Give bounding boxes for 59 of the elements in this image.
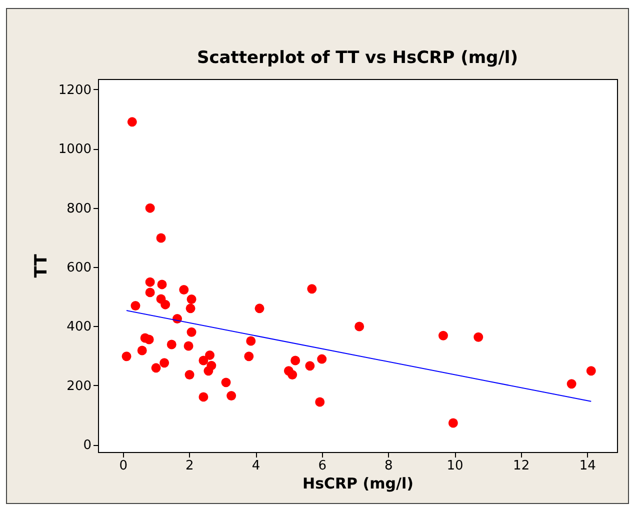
point	[145, 288, 155, 298]
x-tick-label: 10	[446, 458, 464, 474]
point	[198, 392, 208, 402]
point	[307, 284, 317, 294]
point	[122, 352, 132, 362]
point	[221, 378, 231, 388]
y-tick-label: 400	[66, 320, 92, 335]
point	[290, 356, 300, 366]
y-tick-label: 0	[83, 438, 92, 454]
point	[288, 370, 298, 380]
point	[305, 361, 315, 371]
y-tick-label: 200	[66, 378, 92, 394]
point	[586, 366, 596, 376]
point	[204, 366, 214, 376]
point	[354, 322, 364, 332]
point	[254, 304, 264, 314]
point	[186, 327, 196, 337]
y-tick-label: 1000	[58, 142, 92, 158]
x-tick-label: 2	[186, 458, 194, 474]
point	[474, 332, 484, 342]
point	[156, 233, 166, 243]
x-tick-label: 14	[579, 458, 596, 474]
x-tick-label: 0	[119, 458, 128, 474]
point	[315, 397, 325, 407]
point	[184, 341, 194, 351]
point	[186, 294, 196, 304]
x-tick-label: 12	[513, 458, 530, 474]
point	[166, 340, 176, 350]
point	[127, 117, 137, 127]
y-tick-label: 600	[66, 260, 92, 276]
x-axis-title: HsCRP (mg/l)	[302, 474, 414, 492]
point	[179, 285, 189, 295]
point	[160, 358, 170, 368]
point	[226, 391, 236, 400]
point	[246, 336, 256, 346]
point	[145, 203, 155, 213]
x-tick-label: 6	[318, 458, 326, 474]
point	[438, 330, 448, 340]
point	[205, 350, 214, 360]
chart-title: Scatterplot of TT vs HsCRP (mg/l)	[196, 48, 518, 68]
point	[186, 304, 196, 314]
y-tick-label: 800	[66, 201, 92, 216]
point	[145, 277, 155, 287]
point	[566, 379, 576, 389]
x-tick-label: 8	[384, 458, 393, 474]
point	[137, 346, 147, 356]
point	[448, 418, 458, 428]
point	[151, 363, 161, 373]
point	[144, 334, 154, 344]
point	[317, 354, 327, 364]
y-tick-label: 1200	[58, 82, 92, 98]
point	[198, 356, 208, 366]
point	[160, 300, 170, 310]
point	[244, 352, 254, 362]
point	[157, 280, 167, 290]
point	[130, 301, 140, 310]
x-tick-label: 4	[252, 458, 260, 474]
point	[184, 370, 194, 380]
y-axis-title: TT	[31, 254, 52, 278]
